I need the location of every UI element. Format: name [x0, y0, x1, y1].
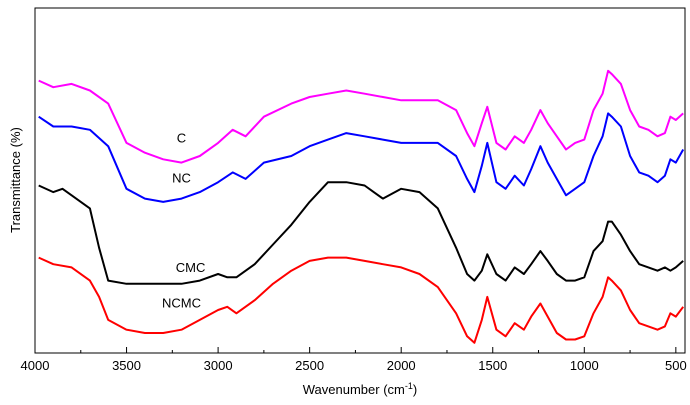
series-layer	[38, 69, 685, 344]
series-line-nc	[38, 112, 685, 203]
series-line-cmc	[38, 181, 684, 285]
x-tick-label: 2000	[387, 358, 416, 373]
series-labels: C NC CMC NCMC	[162, 131, 205, 311]
y-axis-title: Transmittance (%)	[8, 127, 23, 233]
series-label-c: C	[177, 131, 186, 146]
series-line-ncmc	[38, 256, 684, 344]
x-axis-title-main: Wavenumber (cm	[303, 382, 405, 397]
x-tick-label: 3000	[204, 358, 233, 373]
x-axis-title-end: )	[413, 382, 417, 397]
x-tick-label: 4000	[21, 358, 50, 373]
x-tick-label: 1500	[478, 358, 507, 373]
x-axis-title: Wavenumber (cm-1)	[303, 381, 417, 397]
x-axis-ticks: 4000 3500 3000 2500 2000 1500 1000 500	[21, 347, 687, 373]
x-tick-label: 1000	[570, 358, 599, 373]
x-tick-label: 500	[665, 358, 687, 373]
series-label-ncmc: NCMC	[162, 296, 201, 311]
x-tick-label: 3500	[112, 358, 141, 373]
x-axis-title-sup: -1	[405, 381, 413, 391]
series-label-nc: NC	[172, 171, 191, 186]
plot-frame	[34, 7, 686, 354]
x-tick-label: 2500	[295, 358, 324, 373]
series-line-c	[38, 69, 684, 164]
series-label-cmc: CMC	[176, 260, 206, 275]
